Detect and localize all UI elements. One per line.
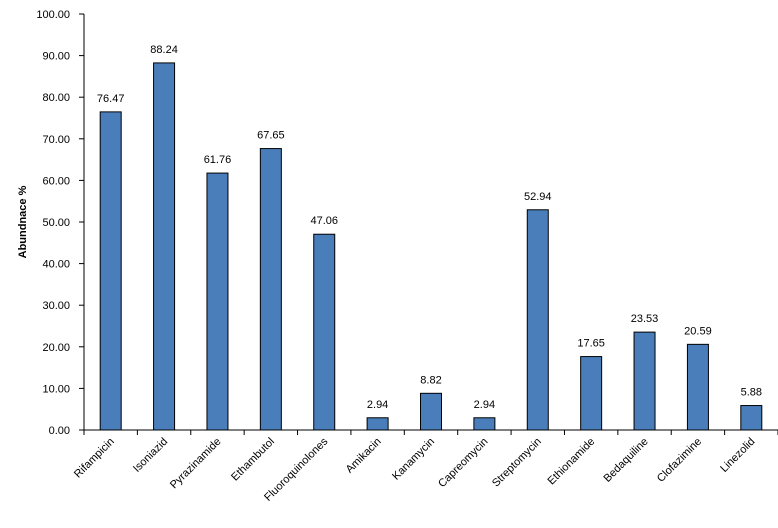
data-label-bedaquiline: 23.53 [631,313,659,325]
bar-isoniazid [153,62,176,431]
x-tick-label-bedaquiline: Bedaquiline [602,436,651,485]
y-tick-label: 20.00 [42,342,70,354]
bar-ethionamide [580,356,603,431]
bar-ethambutol [259,148,282,431]
data-label-kanamycin: 8.82 [420,374,441,386]
data-labels: 76.47 88.24 61.76 67.65 47.06 2.94 8.82 2.94 52.… [97,44,762,411]
x-tick-label-linezolid: Linezolid [718,436,757,475]
x-tick-label-streptomycin: Streptomycin [490,436,544,490]
bar-clofazimine [686,343,709,431]
data-label-capreomycin: 2.94 [474,399,495,411]
y-tick-label: 50.00 [42,217,70,229]
data-label-ethionamide: 17.65 [577,338,605,350]
bar-rifampicin [99,111,122,431]
bar-capreomycin [473,417,496,431]
y-tick-label: 90.00 [42,51,70,63]
y-tick-label: 10.00 [42,383,70,395]
x-tick-label-ethambutol: Ethambutol [229,436,277,484]
data-label-isoniazid: 88.24 [150,44,178,56]
x-tick-label-capreomycin: Capreomycin [436,436,490,490]
y-tick-label: 30.00 [42,300,70,312]
x-tick-label-pyrazinamide: Pyrazinamide [168,436,224,492]
y-axis-ticks: 0.00 10.00 20.00 30.00 40.00 50.00 60.00 70.00 8… [36,9,84,437]
data-label-rifampicin: 76.47 [97,93,125,105]
y-tick-label: 80.00 [42,92,70,104]
data-label-pyrazinamide: 61.76 [204,154,232,166]
x-tick-label-amikacin: Amikacin [344,436,384,476]
data-label-amikacin: 2.94 [367,399,388,411]
bar-fluoroquinolones [313,233,336,431]
x-tick-label-isoniazid: Isoniazid [131,436,170,475]
x-tick-label-clofazimine: Clofazimine [655,436,704,485]
bar-streptomycin [526,209,549,431]
bar-kanamycin [420,392,442,431]
data-label-streptomycin: 52.94 [524,191,552,203]
data-label-clofazimine: 20.59 [684,325,712,337]
y-tick-label: 60.00 [42,175,70,187]
y-tick-label: 70.00 [42,134,70,146]
bar-bedaquiline [633,331,656,431]
data-label-fluoroquinolones: 47.06 [310,215,338,227]
data-label-ethambutol: 67.65 [257,130,285,142]
bar-pyrazinamide [206,172,229,431]
y-tick-label: 0.00 [49,425,70,437]
y-axis-title: Abundnace % [17,185,29,258]
x-tick-label-rifampicin: Rifampicin [72,436,117,481]
y-tick-label: 100.00 [36,9,70,21]
bar-linezolid [740,405,763,431]
x-tick-label-kanamycin: Kanamycin [390,436,437,483]
y-tick-label: 40.00 [42,259,70,271]
bar-amikacin [366,417,389,431]
data-label-linezolid: 5.88 [741,387,762,399]
x-tick-label-ethionamide: Ethionamide [546,436,598,488]
